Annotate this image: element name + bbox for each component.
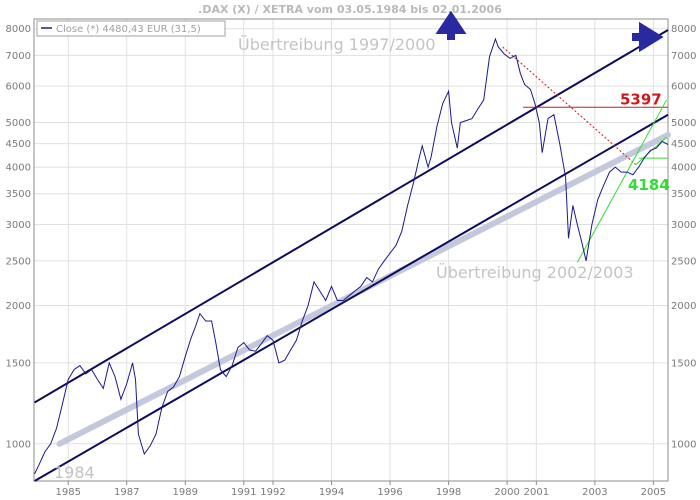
- x-tick-label: 1996: [377, 487, 402, 498]
- y-tick-label-right: 4000: [671, 163, 696, 174]
- y-tick-label-left: 3000: [6, 220, 31, 231]
- close-price-line: [34, 37, 669, 475]
- right-arrow-icon: [632, 21, 664, 53]
- y-tick-label-left: 4000: [6, 163, 31, 174]
- trend-channel: [34, 29, 671, 482]
- x-tick-label: 1994: [319, 487, 344, 498]
- rising-trend-line: [576, 99, 667, 263]
- y-tick-label-left: 1000: [6, 439, 31, 450]
- legend-box: [36, 20, 226, 37]
- y-tick-label-right: 3000: [671, 220, 696, 231]
- x-tick-label: 2005: [641, 487, 666, 498]
- x-tick-label: 1985: [56, 487, 81, 498]
- annotation-1984: 1984: [54, 463, 95, 482]
- y-tick-label-right: 6000: [671, 82, 696, 93]
- y-tick-label-left: 5000: [6, 118, 31, 129]
- trend-mid-line: [56, 131, 671, 447]
- price-series: [34, 37, 669, 475]
- y-tick-label-right: 3500: [671, 189, 696, 200]
- x-tick-label: 1987: [114, 487, 139, 498]
- y-tick-label-left: 8000: [6, 24, 31, 35]
- x-tick-label: 1991: [231, 487, 256, 498]
- level-label-4184: 4184: [628, 176, 670, 194]
- x-tick-label: 2001: [524, 487, 549, 498]
- grid-lines: [34, 19, 668, 481]
- legend-label: Close (*) 4480,43 EUR (31,5): [56, 24, 201, 35]
- x-tick-label: 1992: [260, 487, 285, 498]
- y-tick-label-right: 1000: [671, 439, 696, 450]
- y-tick-label-left: 2000: [6, 301, 31, 312]
- y-tick-label-left: 1500: [6, 358, 31, 369]
- annotation-overshoot-1997-2000: Übertreibung 1997/2000: [238, 35, 436, 54]
- y-tick-label-right: 7000: [671, 51, 696, 62]
- annotations: Übertreibung 1997/2000 Übertreibung 2002/…: [54, 35, 670, 482]
- y-tick-label-right: 1500: [671, 358, 696, 369]
- x-tick-label: 1989: [173, 487, 198, 498]
- x-tick-label: 1998: [436, 487, 461, 498]
- plot-frame: [33, 18, 669, 482]
- y-tick-label-left: 6000: [6, 82, 31, 93]
- up-arrow-icon: [435, 10, 467, 40]
- y-tick-label-right: 4500: [671, 139, 696, 150]
- trend-upper-line: [34, 29, 669, 404]
- x-tick-label: 2000: [494, 487, 519, 498]
- chart-title: .DAX (X) / XETRA vom 03.05.1984 bis 02.0…: [198, 3, 502, 16]
- y-tick-label-right: 8000: [671, 24, 696, 35]
- y-tick-label-right: 2000: [671, 301, 696, 312]
- x-tick-label: 2003: [582, 487, 607, 498]
- legend: Close (*) 4480,43 EUR (31,5): [36, 20, 226, 37]
- y-tick-label-left: 4500: [6, 139, 31, 150]
- axis-ticks: 1000 1000 1500 1500 2000 2000 2500 2500 3000 3000…: [6, 24, 697, 498]
- y-tick-label-right: 5000: [671, 118, 696, 129]
- y-tick-label-left: 2500: [6, 256, 31, 267]
- trend-lower-line: [34, 113, 669, 482]
- y-tick-label-left: 3500: [6, 189, 31, 200]
- falling-trend-line: [502, 46, 637, 165]
- level-label-5397: 5397: [620, 90, 662, 108]
- y-tick-label-left: 7000: [6, 51, 31, 62]
- annotation-overshoot-2002-2003: Übertreibung 2002/2003: [436, 263, 634, 282]
- y-tick-label-right: 2500: [671, 256, 696, 267]
